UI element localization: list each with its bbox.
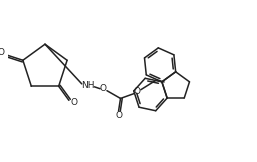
Text: O: O [0,48,5,58]
Text: O: O [99,84,107,93]
Text: NH: NH [81,81,94,90]
Text: O: O [70,98,77,107]
Text: O: O [115,111,122,120]
Text: O: O [133,87,141,96]
